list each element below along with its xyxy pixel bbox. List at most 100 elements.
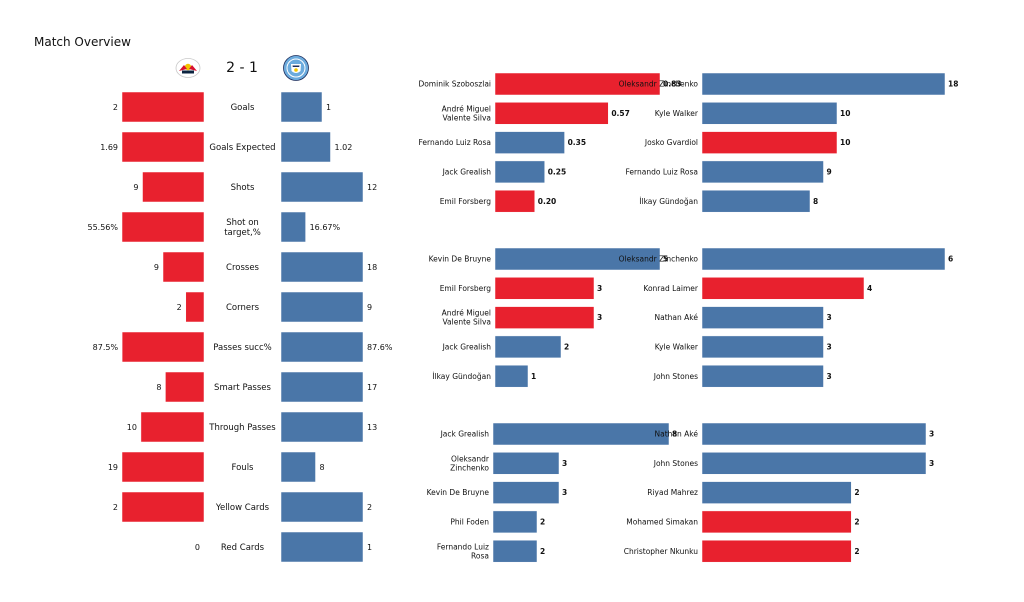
player-bar [494,160,545,184]
away-value-label: 1 [326,103,331,112]
player-name-label: Fernando Luiz Rosa [419,138,491,147]
player-name-label: Jack Grealish [440,430,490,439]
home-value-label: 8 [156,383,161,392]
stat-label: Crosses [226,263,260,273]
bar-value-label: 8 [813,197,818,206]
bar-value-label: 2 [854,488,859,497]
player-bar [701,306,824,329]
stat-label: Goals [231,103,255,113]
stat-label: Red Cards [221,543,265,553]
player-bar [701,452,927,475]
bar-value-label: 4 [867,284,872,293]
player-bar [494,189,536,213]
away-bar-3 [280,211,306,243]
player-name-label: André Miguel Valente Silva [442,104,491,122]
home-value-label: 19 [108,463,118,472]
player-bar-chart-3: Kevin De Bruyne 5 Emil Forsberg 3 André Migu… [429,247,668,388]
stat-label: Goals Expected [209,143,275,153]
player-bar [701,160,824,184]
away-bar-11 [280,531,364,563]
away-value-label: 8 [320,463,325,472]
home-bar-3 [121,211,205,243]
player-bar-chart-5: Jack Grealish 8 Oleksandr Zinchenko 3 Kevin D… [427,422,677,563]
away-value-label: 87.6% [367,343,393,352]
player-name-label: Kevin De Bruyne [429,255,492,264]
rb-leipzig-crest-icon [175,58,201,78]
player-name-label: İlkay Gündoğan [432,372,491,381]
home-bar-5 [185,291,205,323]
player-name-label: Jack Grealish [442,343,492,352]
away-bar-6 [280,331,364,363]
stat-label: Fouls [232,463,255,473]
player-bar-chart-6: Nathan Aké 3 John Stones 3 Riyad Mahrez 2 Moha… [624,422,934,563]
away-bar-5 [280,291,364,323]
stat-label: Passes succ% [213,343,271,353]
bar-value-label: 3 [929,430,934,439]
player-name-label: İlkay Gündoğan [639,197,698,206]
player-name-label: Oleksandr Zinchenko [450,454,490,472]
bar-value-label: 3 [597,284,602,293]
bar-value-label: 3 [562,459,567,468]
home-value-label: 0 [195,543,200,552]
player-name-label: Phil Foden [450,518,489,527]
player-name-label: Fernando Luiz Rosa [626,168,698,177]
stat-label: Corners [226,303,260,313]
bar-value-label: 2 [564,343,569,352]
player-name-label: Riyad Mahrez [647,488,698,497]
player-name-label: John Stones [653,372,698,381]
stat-label: Through Passes [208,423,276,433]
bar-value-label: 1 [531,372,536,381]
bar-value-label: 5 [663,255,668,264]
player-bar-chart-4: Oleksandr Zinchenko 6 Konrad Laimer 4 Nathan… [619,247,953,388]
player-bar [492,481,560,504]
player-bar [494,335,562,359]
away-value-label: 1.02 [334,143,352,152]
bar-value-label: 6 [948,255,953,264]
bar-value-label: 0.25 [548,168,567,177]
away-bar-2 [280,171,364,203]
away-bar-0 [280,91,323,123]
player-bar [701,539,852,563]
home-value-label: 87.5% [93,343,119,352]
away-value-label: 17 [367,383,377,392]
player-bar [492,452,560,475]
manchester-city-crest-icon [283,55,309,81]
player-bar [701,131,838,154]
player-bar [492,539,538,563]
away-bar-4 [280,251,364,283]
player-bar [494,72,661,96]
bar-value-label: 9 [827,168,832,177]
bar-value-label: 2 [854,518,859,527]
away-value-label: 16.67% [310,223,341,232]
player-bar-chart-1: Dominik Szoboszlai 0.83 André Miguel Valent… [418,72,682,213]
away-bar-8 [280,411,364,443]
player-name-label: Konrad Laimer [643,284,698,293]
player-bar [494,306,595,329]
player-bar-chart-2: Oleksandr Zinchenko 18 Kyle Walker 10 Josko … [619,72,958,213]
away-value-label: 12 [367,183,377,192]
bar-value-label: 3 [827,313,832,322]
home-bar-9 [121,451,205,483]
player-name-label: Oleksandr Zinchenko [619,80,699,89]
away-bar-10 [280,491,364,523]
player-bar [494,131,565,154]
player-bar [492,510,538,534]
home-bar-8 [140,411,205,443]
player-bar [701,72,946,96]
stat-label: Shot on target,% [224,218,261,238]
home-value-label: 2 [113,503,118,512]
player-name-label: Dominik Szoboszlai [418,80,491,89]
player-name-label: Nathan Aké [655,430,699,439]
bar-value-label: 0.83 [663,80,682,89]
player-name-label: Jack Grealish [442,168,492,177]
away-value-label: 9 [367,303,372,312]
away-value-label: 2 [367,503,372,512]
match-score: 2 - 1 [226,60,258,76]
player-name-label: Kevin De Bruyne [427,488,490,497]
player-bar [494,277,595,300]
stat-label: Smart Passes [214,383,271,393]
player-bar [701,422,927,446]
bar-value-label: 2 [854,547,859,556]
stat-label: Shots [231,183,255,193]
